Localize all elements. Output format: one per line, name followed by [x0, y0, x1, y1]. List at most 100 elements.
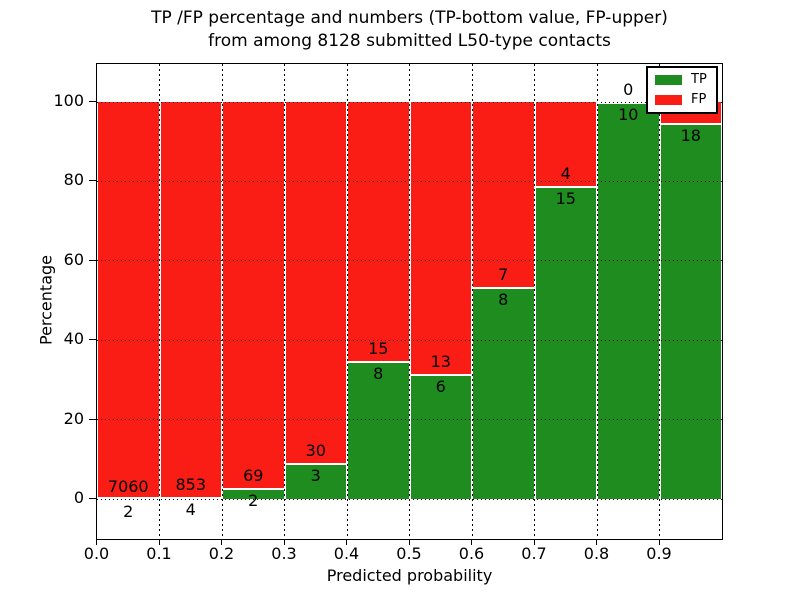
vertical-gridline	[471, 64, 473, 539]
fp-count-label: 0	[623, 80, 634, 99]
tp-count-label: 2	[123, 501, 134, 521]
vertical-gridline	[596, 64, 598, 539]
legend-item: FP	[655, 93, 707, 107]
vertical-gridline	[659, 64, 660, 539]
tp-count-label: 15	[555, 188, 576, 208]
bar-column	[409, 102, 472, 499]
x-tick-label: 0.9	[646, 544, 672, 563]
tp-count-label: 6	[435, 376, 446, 396]
bar-segment-fp	[285, 102, 346, 463]
bar-segment-fp	[223, 102, 284, 488]
x-tick-label: 0.1	[146, 544, 172, 563]
x-tick-label: 0.7	[521, 544, 547, 563]
x-axis-tick	[471, 539, 472, 545]
bar-segment-tp	[223, 487, 284, 499]
x-tick-label: 0.2	[208, 544, 235, 563]
tp-swatch-icon	[655, 75, 682, 85]
y-axis-tick	[89, 339, 96, 341]
bar-column	[159, 102, 222, 499]
y-axis-tick	[89, 259, 96, 261]
x-tick-label: 0.6	[458, 544, 485, 563]
bar-segment-fp	[160, 102, 221, 498]
bar-column	[659, 102, 722, 499]
fp-count-label: 853	[175, 475, 207, 495]
fp-count-label: 7	[498, 265, 509, 285]
legend-item-label: TP	[691, 72, 707, 87]
bar-segment-fp	[535, 102, 596, 186]
fp-swatch-icon	[655, 95, 682, 105]
vertical-gridline	[159, 64, 160, 539]
fp-count-label: 30	[305, 440, 326, 460]
bar-segment-tp	[98, 497, 159, 499]
chart-title-line2: from among 8128 submitted L50-type conta…	[208, 31, 611, 51]
chart-title: TP /FP percentage and numbers (TP-bottom…	[96, 7, 723, 53]
bar-segment-fp	[473, 102, 534, 288]
vertical-gridline	[409, 64, 410, 539]
bar-column	[597, 102, 660, 499]
bar-segment-fp	[98, 102, 159, 499]
x-axis-tick	[221, 539, 222, 545]
bar-segment-fp	[348, 102, 409, 361]
x-tick-label: 0.4	[333, 544, 360, 563]
tp-count-label: 10	[618, 105, 639, 124]
plot-area: TP FP 7060 2 853 4 69 2 30 3 15 8 13 6 7 8 4 15 0 10 18	[96, 63, 723, 540]
legend-item-label: FP	[691, 92, 707, 107]
tp-count-label: 3	[310, 465, 321, 485]
bar-column	[534, 102, 597, 499]
y-tick-label: 40	[63, 329, 84, 349]
fp-count-label: 7060	[107, 476, 149, 496]
bar-column	[222, 102, 285, 499]
tp-count-label: 2	[248, 490, 259, 510]
fp-count-label: 4	[560, 163, 571, 183]
bar-segment-tp	[473, 287, 534, 499]
bar-segment-tp	[660, 123, 721, 499]
x-axis-tick	[346, 539, 347, 545]
bar-column	[347, 102, 410, 499]
bar-segment-tp	[410, 373, 471, 499]
x-tick-label: 0.8	[583, 544, 610, 563]
x-tick-label: 0.3	[271, 544, 297, 563]
y-tick-label: 60	[63, 249, 84, 269]
x-axis-tick	[658, 539, 660, 545]
bar-segment-tp	[285, 462, 346, 499]
vertical-gridline	[284, 64, 285, 539]
fp-count-label: 15	[368, 338, 389, 358]
y-axis-tick	[89, 418, 96, 420]
x-axis-label: Predicted probability	[326, 566, 493, 585]
x-axis-tick	[283, 539, 285, 545]
x-axis-tick	[96, 539, 97, 545]
y-tick-label: 20	[63, 408, 84, 428]
fp-count-label: 13	[430, 351, 451, 371]
legend: TP FP	[646, 66, 718, 114]
y-axis-tick	[89, 498, 96, 499]
bar-segment-tp	[348, 360, 409, 499]
x-tick-label: 0.5	[396, 544, 422, 563]
x-axis-tick	[408, 539, 410, 545]
tp-count-label: 4	[185, 500, 196, 520]
y-axis-tick	[89, 180, 96, 182]
y-axis-tick	[89, 101, 96, 102]
bar-column	[284, 102, 347, 499]
vertical-gridline	[346, 64, 348, 539]
y-tick-label: 80	[63, 170, 84, 190]
bar-segment-tp	[160, 497, 221, 499]
vertical-gridline	[534, 64, 535, 539]
bar-column	[97, 102, 160, 499]
tp-count-label: 8	[373, 363, 384, 383]
bar-segment-fp	[410, 102, 471, 374]
y-tick-label: 100	[53, 91, 84, 110]
vertical-gridline	[221, 64, 223, 539]
x-axis-tick	[533, 539, 535, 545]
y-tick-label: 0	[73, 488, 84, 507]
x-axis-tick	[596, 539, 597, 545]
x-tick-label: 0.0	[83, 544, 110, 563]
bar-segment-tp	[598, 102, 659, 499]
bar-segment-tp	[535, 185, 596, 499]
fp-count-label: 69	[243, 465, 264, 485]
chart-title-line1: TP /FP percentage and numbers (TP-bottom…	[151, 8, 668, 28]
legend-item: TP	[655, 73, 707, 87]
x-axis-tick	[158, 539, 160, 545]
tp-count-label: 8	[498, 290, 509, 310]
tp-count-label: 18	[680, 126, 701, 146]
